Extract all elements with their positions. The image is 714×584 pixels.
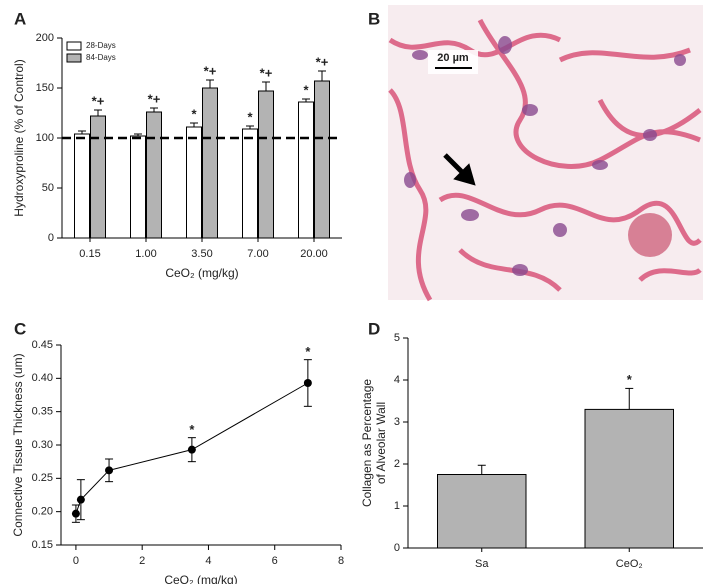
x-tick-label: 3.50 — [191, 248, 212, 260]
x-tick-label: 8 — [338, 555, 344, 567]
x-tick-label: 2 — [139, 555, 145, 567]
point — [71, 509, 80, 518]
x-tick-label: Sa — [475, 558, 489, 570]
y-axis-label: Connective Tissue Thickness (um) — [11, 353, 25, 536]
significance-mark: *+ — [260, 65, 273, 80]
x-tick-label: 20.00 — [300, 248, 328, 260]
y-tick-label: 0.20 — [32, 506, 53, 518]
point — [303, 379, 312, 387]
legend-label: 28-Days — [86, 41, 116, 50]
significance-mark: * — [627, 372, 633, 387]
significance-mark: * — [191, 106, 197, 121]
bar — [90, 115, 106, 239]
y-tick-label: 0.25 — [32, 472, 53, 484]
bar — [584, 408, 674, 549]
y-tick-label: 0.35 — [32, 406, 53, 418]
significance-mark: * — [305, 344, 311, 359]
y-tick-label: 5 — [394, 332, 400, 344]
x-tick-label: 1.00 — [135, 248, 156, 260]
significance-mark: *+ — [148, 91, 161, 106]
significance-mark: * — [247, 109, 253, 124]
significance-mark: * — [189, 422, 195, 437]
arrow — [443, 153, 476, 186]
bar — [186, 126, 202, 239]
bar — [202, 87, 218, 239]
x-tick-label: 4 — [205, 555, 211, 567]
legend-swatch — [66, 41, 82, 51]
y-tick-label: 0.15 — [32, 539, 53, 551]
bar — [146, 111, 162, 239]
x-tick-label: CeO₂ — [616, 558, 643, 570]
x-tick-label: 0 — [73, 555, 79, 567]
y-tick-label: 200 — [36, 32, 54, 44]
panel-label: B — [368, 9, 380, 28]
y-tick-label: 0.40 — [32, 372, 53, 384]
bar — [242, 128, 258, 239]
x-axis-label: CeO₂ (mg/kg) — [165, 266, 238, 280]
panel-label: C — [14, 319, 26, 338]
significance-mark: * — [303, 82, 309, 97]
point — [76, 495, 85, 504]
y-tick-label: 0 — [48, 232, 54, 244]
significance-mark: *+ — [204, 63, 217, 78]
y-axis-label: Hydroxyproline (% of Control) — [12, 59, 26, 216]
legend-swatch — [66, 53, 82, 63]
x-axis-label: CeO₂ (mg/kg) — [164, 573, 237, 584]
y-tick-label: 0.30 — [32, 439, 53, 451]
y-tick-label: 4 — [394, 374, 400, 386]
bar — [298, 101, 314, 239]
tissue-walls — [388, 18, 702, 302]
bar — [130, 135, 146, 239]
significance-mark: *+ — [92, 93, 105, 108]
panel-label: A — [14, 9, 26, 28]
y-tick-label: 2 — [394, 458, 400, 470]
nuclei — [404, 36, 686, 276]
y-tick-label: 50 — [42, 182, 54, 194]
bar — [437, 474, 527, 549]
bar — [258, 90, 274, 239]
scale-bar-box — [428, 50, 478, 74]
point — [187, 445, 196, 454]
histology-image: 20 µm — [388, 5, 703, 302]
x-tick-label: 7.00 — [247, 248, 268, 260]
scale-bar-label: 20 µm — [437, 52, 469, 64]
y-tick-label: 0.45 — [32, 339, 53, 351]
x-tick-label: 0.15 — [79, 248, 100, 260]
y-tick-label: 1 — [394, 500, 400, 512]
legend-label: 84-Days — [86, 53, 116, 62]
x-tick-label: 6 — [272, 555, 278, 567]
blood-cells — [628, 213, 672, 257]
bar — [314, 80, 330, 239]
y-tick-label: 100 — [36, 132, 54, 144]
point — [105, 466, 114, 475]
y-tick-label: 0 — [394, 542, 400, 554]
bar — [74, 133, 90, 239]
significance-mark: *+ — [316, 54, 329, 69]
y-axis-label: Collagen as Percentage — [360, 379, 374, 507]
panel-label: D — [368, 319, 380, 338]
y-tick-label: 3 — [394, 416, 400, 428]
y-tick-label: 150 — [36, 82, 54, 94]
y-axis-label: of Alveolar Wall — [374, 402, 388, 484]
